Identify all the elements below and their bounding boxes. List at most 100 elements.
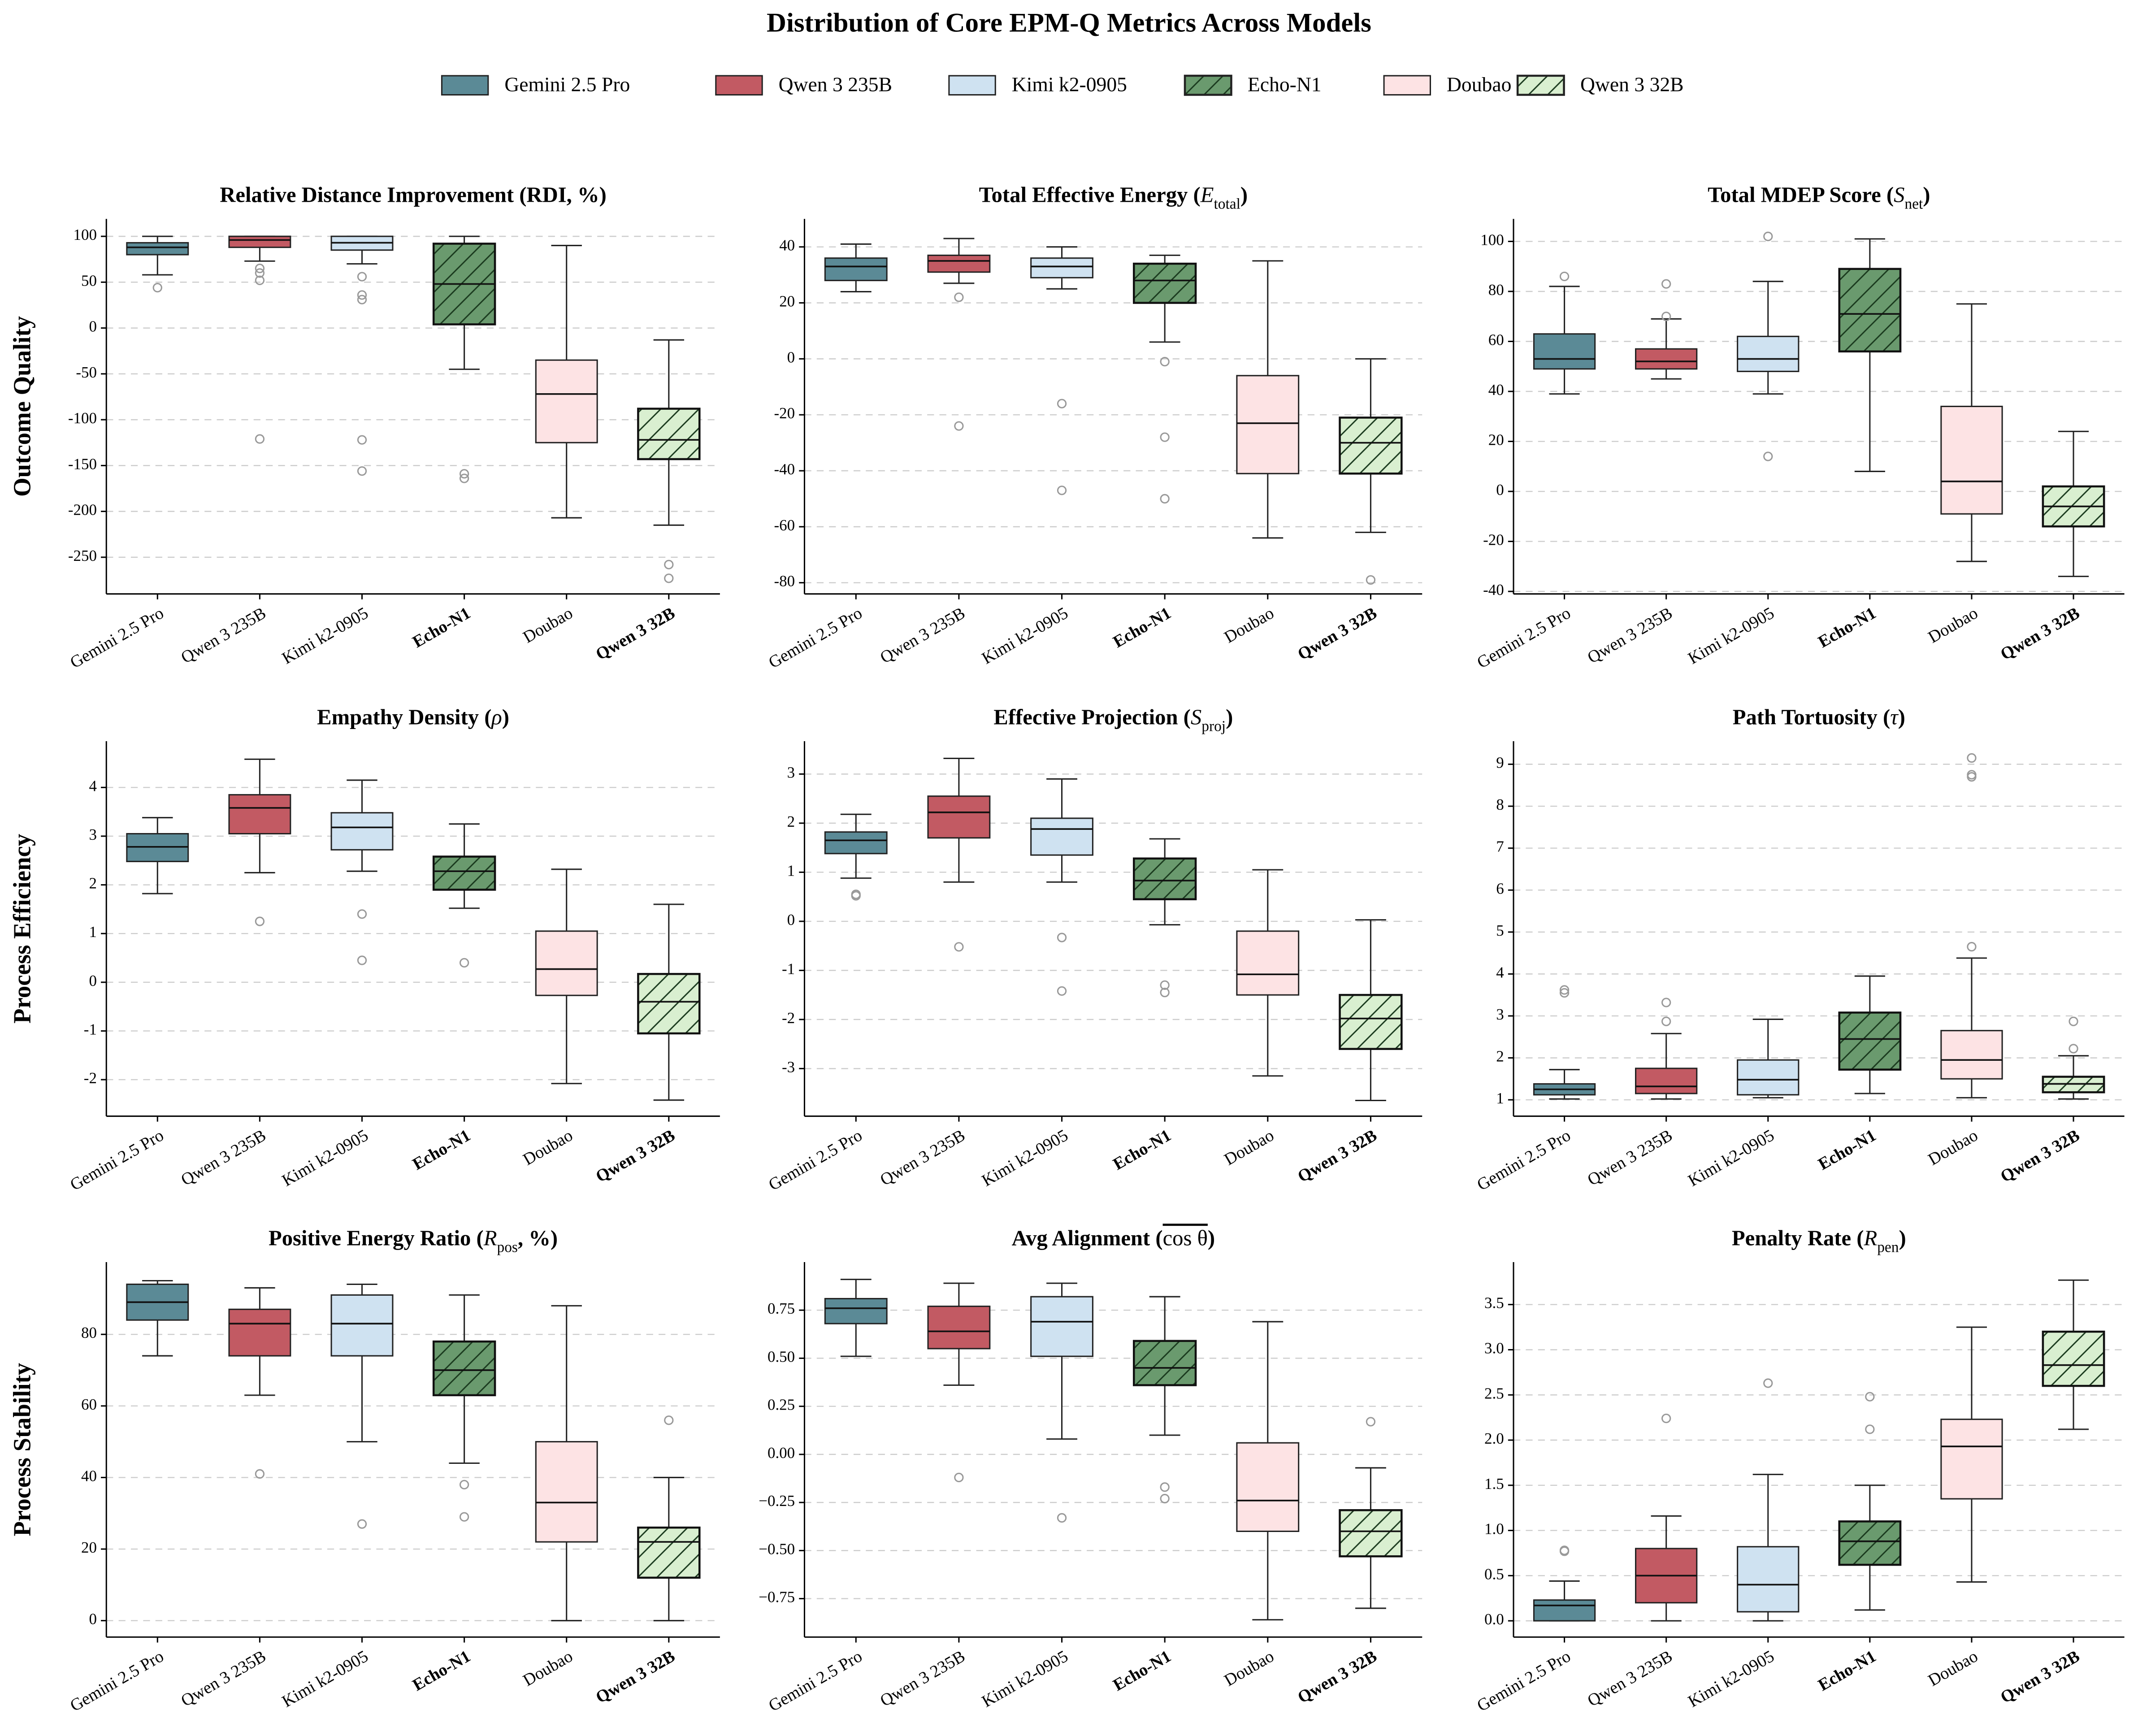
y-tick-label: 60 [81,1396,97,1413]
outlier [1661,312,1671,321]
outlier [1057,1513,1067,1523]
y-tick-label: 80 [81,1324,97,1341]
title-segment: Penalty Rate ( [1732,1226,1864,1250]
box [1533,333,1596,370]
y-tick-label: 1.0 [1484,1520,1504,1538]
legend-label: Gemini 2.5 Pro [504,73,630,96]
outlier [1160,1482,1170,1492]
y-tick-label: 100 [73,226,96,243]
outlier [1763,451,1773,461]
outlier [459,473,469,483]
y-tick-label: 1 [787,862,795,879]
outlier [1057,933,1067,942]
y-tick-label: 40 [81,1467,97,1484]
y-tick-label: 2.5 [1484,1384,1504,1402]
row-label: Process Efficiency [8,834,35,1024]
title-segment: ρ [490,705,502,729]
title-segment: Effective Projection ( [993,705,1190,729]
box [1339,417,1403,475]
title-segment: ) [1899,1226,1906,1250]
y-tick-label: 40 [779,237,795,254]
box [1132,1340,1197,1386]
legend-swatch [1516,74,1565,96]
y-tick-label: 0 [787,911,795,929]
y-tick-label: −0.75 [759,1588,795,1606]
y-tick-label: 1 [1496,1089,1504,1107]
row-label: Outcome Quality [8,316,35,497]
y-tick-label: 9 [1496,754,1504,772]
y-tick-label: 7 [1496,838,1504,855]
y-tick-label: -3 [782,1058,795,1076]
box [637,408,701,460]
title-segment: pen [1877,1239,1899,1255]
y-tick-label: -2 [84,1069,97,1087]
outlier [2069,1044,2078,1054]
outlier [1057,986,1067,996]
box [637,1526,701,1579]
outlier [1160,494,1170,504]
outlier [664,560,674,569]
y-tick-label: 2 [787,813,795,830]
y-tick-label: 6 [1496,880,1504,897]
outlier [357,435,367,445]
y-tick-label: 1.5 [1484,1475,1504,1493]
title-segment: ) [1208,1226,1215,1250]
outlier [851,891,861,901]
outlier [1160,1493,1170,1504]
box [1236,930,1300,996]
box [1737,1059,1800,1096]
box [824,257,888,282]
outlier [357,272,367,282]
box [535,359,598,443]
legend-swatch [1383,75,1431,96]
outlier [1559,985,1570,995]
legend-label: Echo-N1 [1248,73,1322,96]
legend-label: Kimi k2-0905 [1012,73,1127,96]
box [1737,1546,1800,1613]
y-tick-label: -40 [1483,581,1504,599]
y-tick-label: -2 [782,1009,795,1027]
y-tick-label: -100 [68,409,97,427]
subplot-title: Empathy Density (ρ) [317,705,509,729]
y-tick-label: -1 [84,1020,97,1038]
box [1132,857,1197,900]
outlier [1661,998,1671,1007]
outlier [1661,1016,1671,1026]
title-segment: Empathy Density ( [317,705,491,729]
outlier [954,1472,964,1483]
box [927,254,991,273]
y-tick-label: 0 [89,318,96,335]
outlier [255,264,265,273]
outlier [357,466,367,476]
y-tick-label: -40 [774,460,795,478]
box [1737,335,1800,372]
title-segment: R [483,1226,497,1250]
y-tick-label: -250 [68,547,97,564]
outlier [459,1512,469,1522]
y-tick-label: 60 [1488,331,1504,349]
outlier [1160,356,1170,367]
y-tick-label: 2 [1496,1048,1504,1065]
legend-label: Qwen 3 32B [1580,73,1684,96]
outlier [1160,980,1170,990]
y-tick-label: -200 [68,501,97,519]
y-tick-label: 2 [89,875,96,892]
box [1635,1068,1698,1094]
outlier [357,290,367,300]
legend-swatch [1184,74,1232,96]
box [1533,1599,1596,1622]
y-tick-label: 0 [1496,481,1504,499]
title-segment: Positive Energy Ratio ( [269,1226,484,1250]
outlier [1763,1378,1773,1388]
y-tick-label: 5 [1496,922,1504,939]
box [824,831,888,855]
outlier [954,292,964,302]
title-segment: ) [1240,183,1248,207]
title-segment: S [1191,705,1201,729]
y-tick-label: 0.00 [768,1444,795,1462]
box [1236,375,1300,474]
y-tick-label: 8 [1496,796,1504,813]
outlier [255,434,265,444]
box [1940,1419,2003,1500]
